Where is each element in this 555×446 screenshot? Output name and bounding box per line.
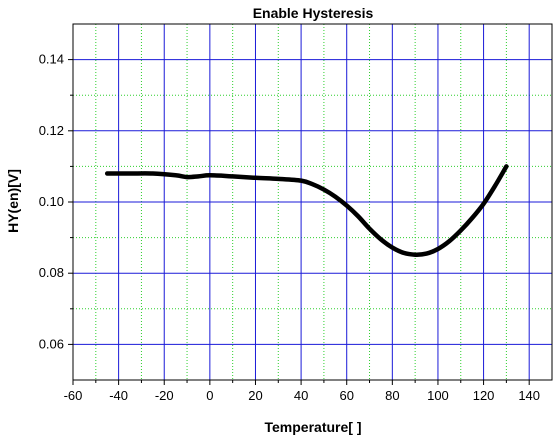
x-tick-label: 100 bbox=[427, 388, 449, 403]
series-line bbox=[104, 164, 509, 257]
x-tick-label: 120 bbox=[473, 388, 495, 403]
x-tick-label: -60 bbox=[64, 388, 83, 403]
y-tick-label: 0.12 bbox=[39, 123, 64, 138]
x-tick-label: 140 bbox=[518, 388, 540, 403]
x-tick-label: 60 bbox=[339, 388, 353, 403]
x-tick-label: -20 bbox=[155, 388, 174, 403]
x-tick-label: 40 bbox=[294, 388, 308, 403]
y-tick-label: 0.10 bbox=[39, 194, 64, 209]
x-tick-label: 20 bbox=[248, 388, 262, 403]
y-axis-label: HY(en)[V] bbox=[5, 169, 21, 233]
y-tick-label: 0.14 bbox=[39, 52, 64, 67]
x-tick-label: 0 bbox=[206, 388, 213, 403]
y-tick-label: 0.06 bbox=[39, 336, 64, 351]
x-tick-label: -40 bbox=[109, 388, 128, 403]
major-grid bbox=[73, 24, 552, 380]
y-tick-label: 0.08 bbox=[39, 265, 64, 280]
series-layer bbox=[104, 164, 509, 257]
chart-title: Enable Hysteresis bbox=[253, 5, 374, 21]
x-axis-label: Temperature[ ] bbox=[265, 419, 362, 435]
x-tick-label: 80 bbox=[385, 388, 399, 403]
axis-ticks: -60 -40 -20 0 20 40 60 80 100 120 140 0.06 0.08 0.10 0… bbox=[39, 52, 540, 403]
